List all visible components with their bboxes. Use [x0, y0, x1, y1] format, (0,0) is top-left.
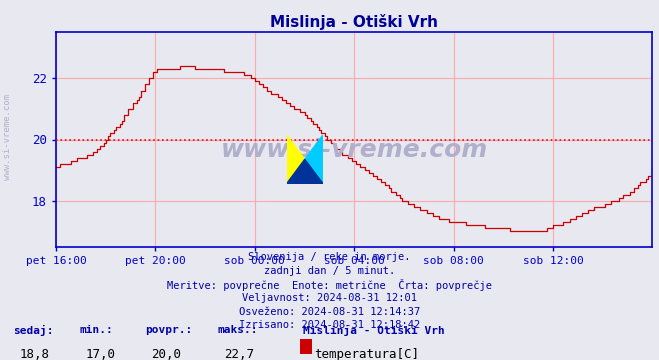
Text: Mislinja - Otiški Vrh: Mislinja - Otiški Vrh — [303, 325, 445, 336]
Polygon shape — [287, 159, 323, 184]
Polygon shape — [304, 135, 323, 184]
Text: sedaj:: sedaj: — [13, 325, 53, 336]
Text: 22,7: 22,7 — [224, 348, 254, 360]
Text: 17,0: 17,0 — [86, 348, 116, 360]
Text: 20,0: 20,0 — [152, 348, 182, 360]
Bar — [300, 339, 312, 354]
Text: www.si-vreme.com: www.si-vreme.com — [221, 138, 488, 162]
Text: Osveženo: 2024-08-31 12:14:37: Osveženo: 2024-08-31 12:14:37 — [239, 307, 420, 317]
Text: temperatura[C]: temperatura[C] — [314, 348, 419, 360]
Text: www.si-vreme.com: www.si-vreme.com — [3, 94, 13, 180]
Text: Meritve: povprečne  Enote: metrične  Črta: povprečje: Meritve: povprečne Enote: metrične Črta:… — [167, 279, 492, 291]
Text: povpr.:: povpr.: — [145, 325, 192, 335]
Text: zadnji dan / 5 minut.: zadnji dan / 5 minut. — [264, 266, 395, 276]
Title: Mislinja - Otiški Vrh: Mislinja - Otiški Vrh — [270, 14, 438, 30]
Text: Izrisano: 2024-08-31 12:18:42: Izrisano: 2024-08-31 12:18:42 — [239, 320, 420, 330]
Text: maks.:: maks.: — [217, 325, 258, 335]
Text: Slovenija / reke in morje.: Slovenija / reke in morje. — [248, 252, 411, 262]
Text: min.:: min.: — [79, 325, 113, 335]
Polygon shape — [287, 135, 304, 184]
Text: 18,8: 18,8 — [20, 348, 50, 360]
Text: Veljavnost: 2024-08-31 12:01: Veljavnost: 2024-08-31 12:01 — [242, 293, 417, 303]
